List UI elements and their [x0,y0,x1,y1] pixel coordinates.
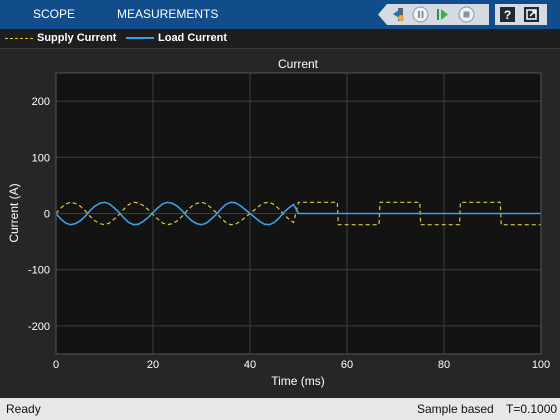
series-load-current [55,201,541,226]
status-time: T=0.1000 [506,402,558,416]
axes-frame [55,72,542,355]
series-supply-current [55,201,541,226]
svg-text:?: ? [504,8,511,22]
stop-icon[interactable] [458,6,475,23]
legend-swatch-supply-current [5,38,33,39]
legend-label-supply-current[interactable]: Supply Current [37,32,117,44]
series-lines [55,201,541,226]
y-tick-label: -100 [28,265,50,277]
undock-icon[interactable] [523,6,540,23]
step-forward-icon[interactable] [434,6,451,23]
x-tick-label: 20 [147,359,159,371]
legend-swatch-load-current [126,37,154,39]
tab-measurements[interactable]: MEASUREMENTS [117,7,219,21]
x-tick-label: 100 [532,359,550,371]
x-tick-label: 0 [53,359,59,371]
plot-area: 0 20 40 60 80 100 200 100 0 -100 -200 Current Time… [0,49,560,398]
current-chart[interactable]: 0 20 40 60 80 100 200 100 0 -100 -200 Current Time… [0,49,560,398]
x-tick-label: 80 [438,359,450,371]
tab-scope[interactable]: SCOPE [33,7,76,21]
y-tick-label: -200 [28,321,50,333]
simulation-controls [378,4,489,25]
chart-title: Current [278,57,319,71]
y-tick-label: 100 [32,152,50,164]
y-tick-label: 0 [44,209,50,221]
help-controls: ? [495,4,547,25]
x-axis-label: Time (ms) [271,374,325,388]
pause-icon[interactable] [412,6,429,23]
tick-labels: 0 20 40 60 80 100 200 100 0 -100 -200 [28,96,550,371]
highlight-block-icon[interactable] [390,6,407,23]
status-mode: Sample based [417,402,494,416]
help-icon[interactable]: ? [499,6,516,23]
status-bar: Ready Sample based T=0.1000 [0,398,560,420]
x-tick-label: 60 [341,359,353,371]
y-tick-label: 200 [32,96,50,108]
x-tick-label: 40 [244,359,256,371]
toolstrip: SCOPE MEASUREMENTS ? [0,0,560,29]
y-axis-label: Current (A) [7,183,21,242]
legend-label-load-current[interactable]: Load Current [158,32,228,44]
legend: Supply Current Load Current [0,29,560,49]
status-ready: Ready [6,402,41,416]
